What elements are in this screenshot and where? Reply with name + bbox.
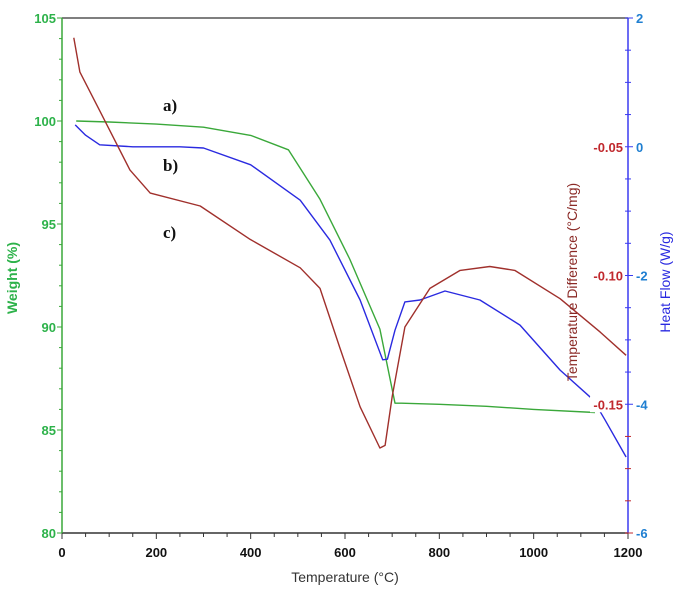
series-annotation: a) (163, 96, 177, 115)
left-tick-label: 100 (34, 114, 56, 129)
x-tick-label: 0 (58, 545, 65, 560)
x-tick-label: 400 (240, 545, 262, 560)
x-tick-label: 600 (334, 545, 356, 560)
temp-diff-axis-title: Temperature Difference (°C/mg) (564, 183, 580, 381)
dta-curve (73, 37, 627, 449)
heat-flow-tick-label: -6 (636, 526, 648, 541)
x-axis-title: Temperature (°C) (291, 569, 399, 585)
tga-curve (76, 120, 596, 414)
x-tick-label: 1200 (614, 545, 643, 560)
temp-diff-label-bg (590, 396, 624, 413)
heat-flow-tick-label: 2 (636, 11, 643, 26)
left-tick-label: 90 (42, 320, 56, 335)
left-axis-title: Weight (%) (4, 242, 20, 314)
temp-diff-tick-label: -0.15 (593, 397, 623, 412)
heat-flow-curve (74, 124, 627, 458)
x-tick-label: 200 (145, 545, 167, 560)
left-tick-label: 105 (34, 11, 56, 26)
left-tick-label: 80 (42, 526, 56, 541)
series-annotation: c) (163, 223, 176, 242)
x-tick-label: 800 (428, 545, 450, 560)
temp-diff-label-bg (590, 267, 624, 284)
heat-flow-tick-label: -4 (636, 397, 648, 412)
left-tick-label: 85 (42, 423, 56, 438)
heat-flow-tick-label: 0 (636, 140, 643, 155)
temp-diff-label-bg (590, 138, 624, 155)
heat-flow-tick-label: -2 (636, 269, 648, 284)
temp-diff-tick-label: -0.05 (593, 140, 623, 155)
series-annotation: b) (163, 156, 178, 175)
x-tick-label: 1000 (519, 545, 548, 560)
heat-flow-axis-title: Heat Flow (W/g) (657, 231, 673, 332)
temp-diff-tick-label: -0.10 (593, 269, 623, 284)
left-tick-label: 95 (42, 217, 56, 232)
